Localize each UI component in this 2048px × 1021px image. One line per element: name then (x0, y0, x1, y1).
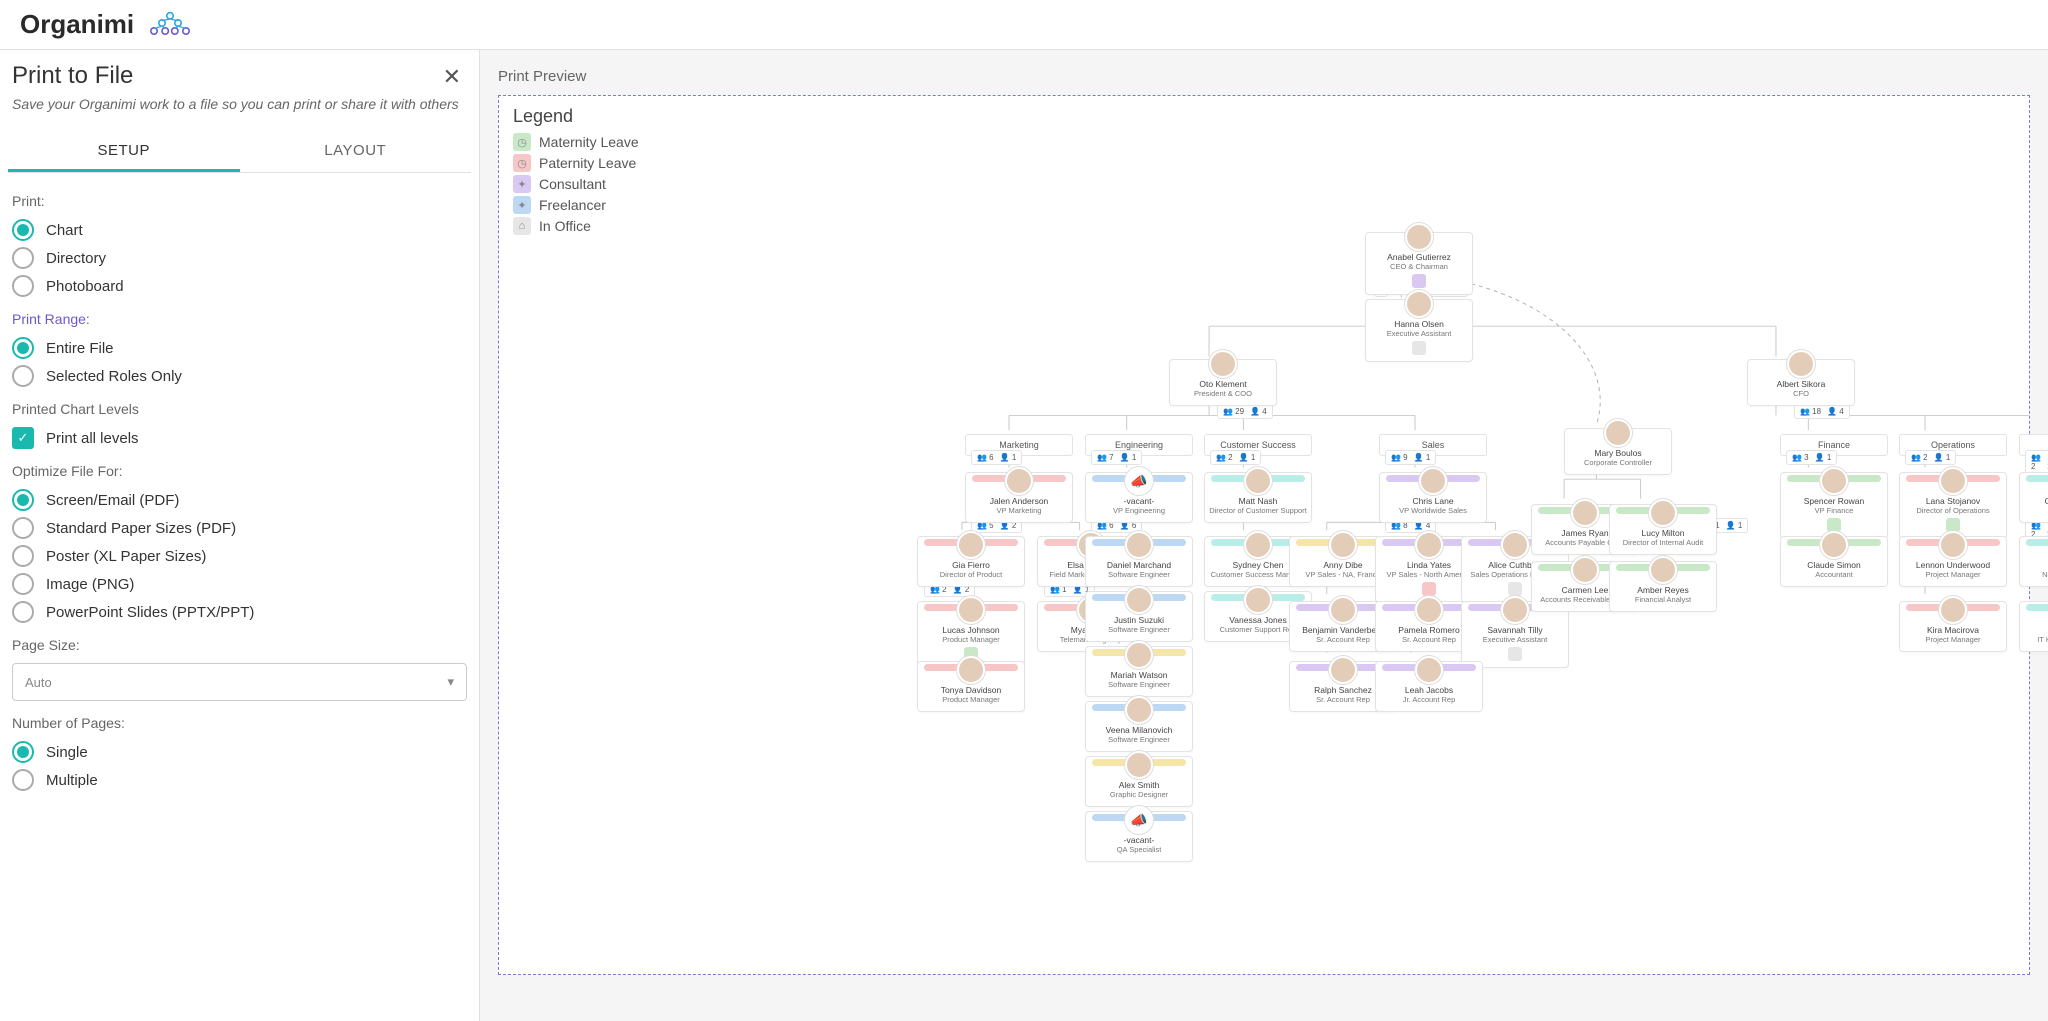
org-node: Oto KlementPresident & COO (1169, 359, 1277, 406)
optimize-label: Optimize File For: (12, 463, 471, 479)
radio-opt-screen[interactable]: Screen/Email (PDF) (12, 489, 467, 511)
chevron-down-icon: ▾ (447, 674, 454, 690)
preview-area: Print Preview Legend ◷Maternity Leave◷Pa… (480, 50, 2048, 1021)
page-size-label: Page Size: (12, 637, 471, 653)
org-node: Anabel GutierrezCEO & Chairman (1365, 232, 1473, 295)
count-badge: 👥 6👤 1 (971, 450, 1022, 465)
radio-entire-file[interactable]: Entire File (12, 337, 467, 359)
topbar: Organimi (0, 0, 2048, 50)
sidebar-title: Print to File (12, 62, 133, 90)
count-badge: 👥 3👤 1 (1786, 450, 1837, 465)
page-size-value: Auto (25, 675, 52, 690)
print-range-label: Print Range: (12, 311, 471, 327)
org-node: Lennon UnderwoodProject Manager (1899, 536, 2007, 587)
radio-single[interactable]: Single (12, 741, 467, 763)
radio-opt-paper[interactable]: Standard Paper Sizes (PDF) (12, 517, 467, 539)
org-node: Mary BoulosCorporate Controller (1564, 428, 1672, 475)
org-node: Hazel ChinNetwork Specialist (2019, 536, 2048, 587)
count-badge: 👥 7👤 1 (1091, 450, 1142, 465)
tab-setup[interactable]: SETUP (8, 132, 240, 172)
sidebar-tabs: SETUP LAYOUT (8, 132, 471, 173)
radio-opt-ppt[interactable]: PowerPoint Slides (PPTX/PPT) (12, 601, 467, 623)
org-node: Veena MilanovichSoftware Engineer (1085, 701, 1193, 752)
radio-opt-image[interactable]: Image (PNG) (12, 573, 467, 595)
org-node: Chris LaneVP Worldwide Sales (1379, 472, 1487, 523)
radio-photoboard[interactable]: Photoboard (12, 275, 467, 297)
org-node: Mariah WatsonSoftware Engineer (1085, 646, 1193, 697)
org-node: Alex SmithGraphic Designer (1085, 756, 1193, 807)
org-node: Claude SimonAccountant (1780, 536, 1888, 587)
count-badge: 👥 2👤 1 (1905, 450, 1956, 465)
org-chart: MarketingEngineeringCustomer SuccessSale… (499, 106, 2029, 974)
close-icon[interactable]: ✕ (437, 62, 467, 92)
count-badge: 👥 2👤 1 (2025, 450, 2048, 474)
count-badge: 👥 9👤 1 (1385, 450, 1436, 465)
count-badge: 👥 18👤 4 (1794, 404, 1850, 419)
count-badge: 👥 2👤 1 (1210, 450, 1261, 465)
org-node: 📣-vacant-VP Engineering (1085, 472, 1193, 523)
org-node: Daniel MarchandSoftware Engineer (1085, 536, 1193, 587)
org-node: Matt NashDirector of Customer Support (1204, 472, 1312, 523)
radio-selected-roles[interactable]: Selected Roles Only (12, 365, 467, 387)
sidebar-subtitle: Save your Organimi work to a file so you… (8, 96, 471, 112)
org-node: Amber ReyesFinancial Analyst (1609, 561, 1717, 612)
radio-opt-poster[interactable]: Poster (XL Paper Sizes) (12, 545, 467, 567)
count-badge: 👥 29👤 4 (1217, 404, 1273, 419)
org-node: 📣-vacant-QA Specialist (1085, 811, 1193, 862)
org-node: Justin SuzukiSoftware Engineer (1085, 591, 1193, 642)
org-node: Leah JacobsJr. Account Rep (1375, 661, 1483, 712)
org-node: Charlotte RyanIT Director (2019, 472, 2048, 523)
org-node: Gia FierroDirector of Product (917, 536, 1025, 587)
org-node: Lana StojanovDirector of Operations (1899, 472, 2007, 539)
brand-icon (142, 11, 198, 38)
radio-multiple[interactable]: Multiple (12, 769, 467, 791)
org-node: Eric MorenoIT Helpdesk Manager (2019, 601, 2048, 652)
org-node: Kira MacirovaProject Manager (1899, 601, 2007, 652)
org-node: Hanna OlsenExecutive Assistant (1365, 299, 1473, 362)
org-node: Tonya DavidsonProduct Manager (917, 661, 1025, 712)
radio-directory[interactable]: Directory (12, 247, 467, 269)
org-node: Spencer RowanVP Finance (1780, 472, 1888, 539)
radio-chart[interactable]: Chart (12, 219, 467, 241)
num-pages-label: Number of Pages: (12, 715, 471, 731)
print-sidebar: Print to File ✕ Save your Organimi work … (0, 50, 480, 1021)
check-print-all-levels[interactable]: ✓Print all levels (12, 427, 467, 449)
page-size-select[interactable]: Auto ▾ (12, 663, 467, 701)
preview-page: Legend ◷Maternity Leave◷Paternity Leave✦… (498, 95, 2030, 975)
brand-name: Organimi (20, 9, 134, 40)
tab-layout[interactable]: LAYOUT (240, 132, 472, 172)
org-node: Lucy MiltonDirector of Internal Audit (1609, 504, 1717, 555)
org-node: Jalen AndersonVP Marketing (965, 472, 1073, 523)
org-node: Albert SikoraCFO (1747, 359, 1855, 406)
preview-title: Print Preview (480, 50, 2048, 95)
levels-label: Printed Chart Levels (12, 401, 471, 417)
print-label: Print: (12, 193, 471, 209)
